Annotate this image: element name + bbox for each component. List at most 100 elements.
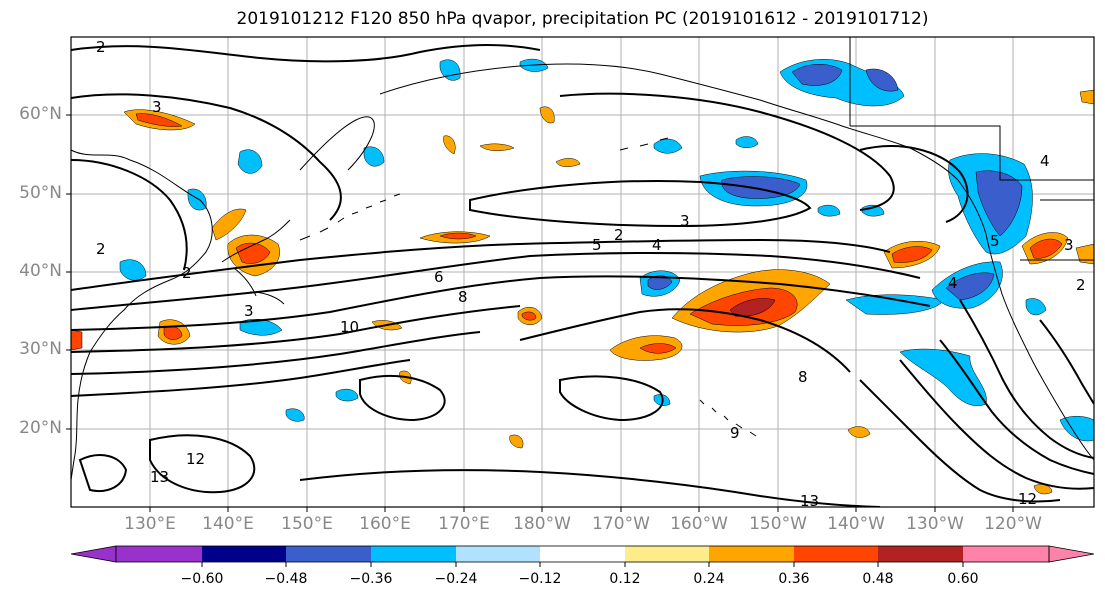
lat-label: 30°N [19,339,62,359]
contour-label: 4 [652,236,662,254]
negative-anomaly-region [865,68,899,92]
colorbar-tick-label: −0.60 [180,571,224,587]
contour-label: 3 [152,98,162,116]
positive-anomaly-region [479,143,515,151]
lon-label: 170°E [438,514,490,534]
contour-label: 10 [340,318,359,336]
contour-line [859,379,1061,503]
negative-anomaly-region [335,388,359,402]
negative-anomaly-region [1025,298,1047,316]
map-area: 2 3 2 2 3 10 6 8 5 2 4 3 8 9 13 12 13 12… [71,37,1094,510]
colorbar-tick-label: −0.36 [349,571,393,587]
lat-label: 60°N [19,104,62,124]
colorbar-bin [286,546,371,562]
positive-anomaly-region [521,311,537,321]
contour-line [959,299,1094,459]
colorbar-tick-label: −0.24 [434,571,478,587]
contour-label: 4 [948,274,958,292]
contour-label: 2 [96,38,106,56]
positive-anomaly-region [555,158,581,167]
contour-line [559,92,895,211]
colorbar-bin [878,546,963,562]
lon-label: 130°W [906,514,964,534]
lon-label: 130°E [124,514,176,534]
contour-line [359,374,446,422]
positive-anomaly-region [509,434,524,449]
negative-anomaly-region [735,136,759,148]
positive-anomaly-region [135,113,183,127]
lon-label: 140°W [827,514,885,534]
positive-anomaly-region [235,242,271,264]
colorbar-tick-label: 0.36 [778,571,810,587]
contour-line [559,375,664,422]
hawaii-islands [699,399,757,437]
asia-coastline [71,149,213,481]
colorbar-bin [709,546,794,562]
negative-anomaly-region [239,319,283,336]
lon-label: 180°W [513,514,571,534]
contour-label: 13 [150,468,169,486]
colorbar-bin [456,546,540,562]
colorbar-tick-label: −0.48 [264,571,308,587]
contour-label: 3 [1064,236,1074,254]
contour-labels: 2 3 2 2 3 10 6 8 5 2 4 3 8 9 13 12 13 12… [96,38,1086,510]
contour-label: 2 [614,226,624,244]
contour-line [939,339,1094,475]
negative-anomaly-region [817,204,841,217]
positive-anomaly-region [539,106,555,124]
contour-line [1039,319,1094,405]
negative-anomaly-region [237,149,263,174]
lon-label: 160°W [670,514,728,534]
colorbar-bin [625,546,709,562]
colorbar-bin [794,546,878,562]
colorbar-tick-label: 0.12 [609,571,641,587]
contour-label: 3 [680,212,690,230]
coastlines [71,63,1094,481]
contour-label: 12 [1018,490,1037,508]
colorbar-extend-low [70,545,117,563]
contour-label: 3 [244,302,254,320]
contour-label: 2 [182,264,192,282]
positive-anomaly-region [847,426,871,438]
aleutian-chain [299,137,669,241]
lon-label: 160°E [359,514,411,534]
kamchatka-coastline [299,116,375,171]
contour-label: 9 [730,424,740,442]
contour-line [149,434,256,494]
colorbar-bin [202,546,286,562]
positive-anomaly-region [211,208,247,241]
positive-anomaly-region [443,135,456,155]
contour-line [71,238,891,291]
colorbar-tick-label: 0.60 [947,571,979,587]
negative-anomaly-region [791,64,843,86]
gridlines [71,37,1094,507]
lat-label: 20°N [19,418,62,438]
shaded-field [71,58,1094,495]
lon-label: 150°W [749,514,807,534]
positive-anomaly-region [1079,89,1094,105]
lat-label: 40°N [19,261,62,281]
contour-line [71,359,411,397]
negative-anomaly-region [439,59,461,81]
colorbar [70,545,1095,567]
contour-label: 8 [798,368,808,386]
contour-line [859,145,969,223]
colorbar-bin [963,546,1049,562]
contour-line [71,252,921,311]
negative-anomaly-region [363,146,385,167]
positive-anomaly-region [891,246,933,263]
positive-anomaly-region [1033,484,1053,495]
contour-label: 13 [800,492,819,510]
positive-anomaly-region [639,343,677,354]
colorbar-tick-label: 0.24 [693,571,725,587]
contour-label: 2 [1076,276,1086,294]
contour-line [71,331,481,375]
negative-anomaly-region [975,170,1023,237]
colorbar-frame [115,545,1050,563]
contour-label: 5 [990,232,1000,250]
positive-anomaly-region [1075,243,1094,265]
contour-line [71,275,931,331]
colorbar-bin [116,546,202,562]
contour-line [71,43,541,63]
